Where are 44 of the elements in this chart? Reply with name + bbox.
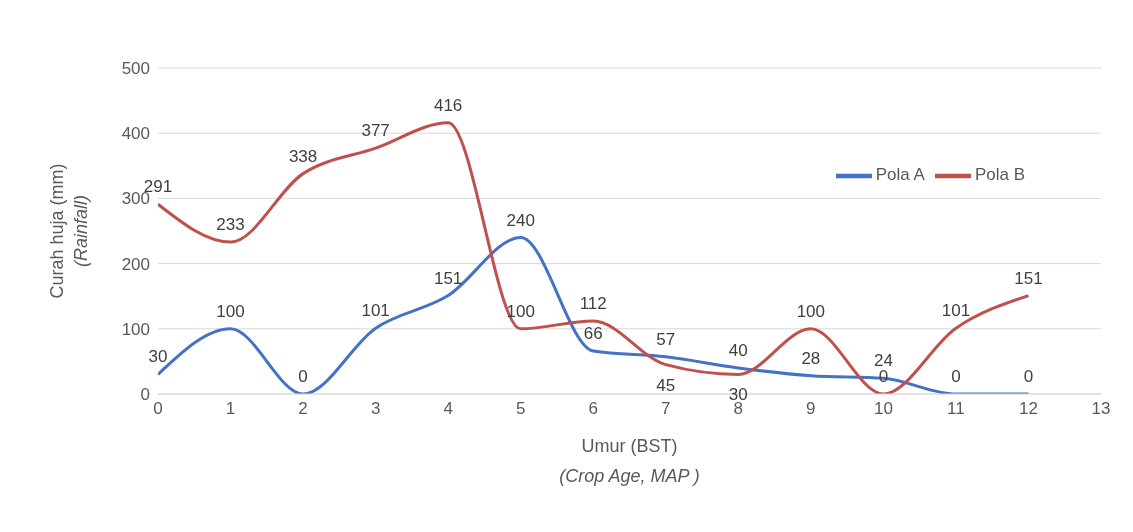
data-label: 101 [361, 301, 390, 321]
x-tick-label: 10 [873, 399, 893, 419]
y-tick-label: 500 [121, 59, 150, 79]
data-label: 151 [433, 268, 463, 288]
y-axis-title: Curah huja (mm) (Rainfall) [47, 163, 91, 299]
data-label: 377 [361, 121, 390, 141]
data-label: 0 [951, 367, 961, 386]
data-label: 151 [1014, 268, 1043, 288]
x-tick-label: 4 [443, 399, 453, 419]
data-label: 28 [801, 348, 821, 368]
data-label: 101 [941, 301, 971, 321]
y-tick-label: 0 [140, 385, 150, 405]
data-label: 112 [579, 293, 607, 313]
x-tick-label: 2 [298, 399, 308, 419]
data-label: 233 [216, 215, 245, 235]
x-axis-title: Umur (BST) (Crop Age, MAP ) [559, 436, 700, 486]
x-tick-label: 5 [515, 399, 526, 419]
y-tick-label: 200 [121, 254, 150, 274]
x-tick-label: 1 [225, 399, 236, 419]
x-tick-label: 11 [947, 399, 965, 419]
legend-label: Pola B [974, 165, 1025, 185]
x-tick-label: 7 [661, 399, 671, 419]
data-label: 24 [873, 351, 893, 371]
x-tick-label: 6 [588, 399, 598, 419]
data-label: 0 [1023, 367, 1034, 386]
x-tick-label: 12 [1019, 399, 1038, 419]
data-label: 66 [583, 323, 603, 343]
x-tick-label: 0 [153, 399, 163, 419]
data-label: 338 [288, 146, 318, 166]
data-label: 57 [656, 329, 676, 349]
x-tick-label: 13 [1091, 399, 1111, 419]
data-label: 416 [433, 95, 463, 115]
y-tick-label: 100 [121, 319, 150, 339]
data-label: 45 [656, 375, 676, 395]
y-tick-label: 400 [121, 124, 150, 144]
legend-label: Pola A [875, 165, 925, 185]
data-label: 30 [148, 347, 168, 367]
data-label: 240 [506, 210, 535, 230]
x-tick-label: 3 [370, 399, 381, 419]
data-label: 0 [298, 367, 308, 386]
data-label: 100 [216, 301, 245, 321]
data-label: 100 [796, 301, 826, 321]
x-tick-label: 9 [806, 399, 816, 419]
data-label: 40 [728, 340, 748, 360]
